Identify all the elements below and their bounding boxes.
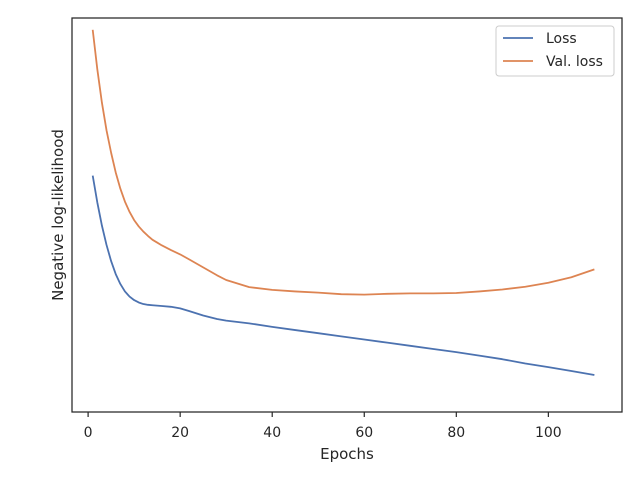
series-line-loss bbox=[91, 175, 595, 376]
x-axis-label: Epochs bbox=[320, 445, 374, 463]
y-axis-label: Negative log-likelihood bbox=[49, 129, 67, 301]
x-tick-label: 100 bbox=[535, 425, 562, 441]
series-line-val-loss bbox=[91, 29, 595, 296]
x-tick-label: 20 bbox=[171, 425, 189, 441]
x-tick-label: 60 bbox=[355, 425, 373, 441]
legend: Loss Val. loss bbox=[495, 25, 615, 77]
legend-label-val-loss: Val. loss bbox=[546, 54, 603, 70]
x-tick-label: 0 bbox=[84, 425, 93, 441]
x-axis-ticks: 0 20 40 60 80 100 bbox=[84, 412, 562, 441]
x-tick-label: 80 bbox=[447, 425, 465, 441]
series-lines bbox=[91, 29, 595, 376]
plot-area bbox=[71, 17, 623, 413]
x-tick-label: 40 bbox=[263, 425, 281, 441]
legend-label-loss: Loss bbox=[546, 31, 577, 47]
